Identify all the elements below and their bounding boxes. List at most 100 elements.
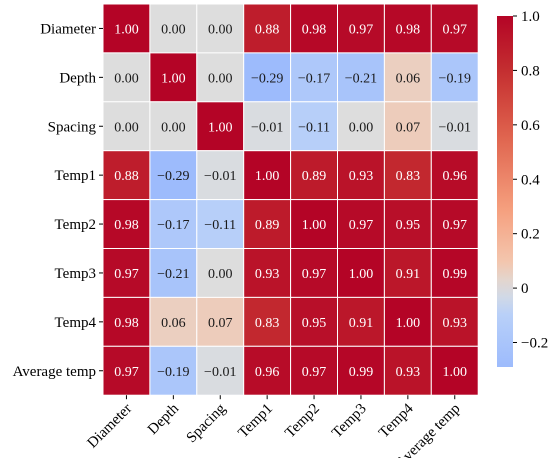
- cell-value-label: 1.00: [349, 267, 374, 282]
- cell-value-label: 0.95: [396, 218, 421, 233]
- x-tick-labels: Diameter Depth Spacing Temp1 Temp2 Temp3 Temp4…: [84, 395, 464, 458]
- heatmap-cell-r6-c7: [430, 296, 479, 347]
- cell-value-label: 0.97: [114, 267, 139, 282]
- heatmap-cell-r1-c7: [430, 52, 479, 103]
- colorbar-tick-label: −0.2: [521, 336, 548, 352]
- cell-value-label: 1.00: [302, 218, 327, 233]
- y-tick-label-temp1: Temp1: [55, 168, 96, 184]
- cell-value-label: −0.11: [204, 218, 236, 233]
- cell-value-label: −0.01: [204, 365, 236, 380]
- colorbar-gradient: [497, 16, 513, 367]
- cell-value-label: 0.98: [114, 316, 139, 331]
- cell-value-label: 0.91: [349, 316, 374, 331]
- heatmap-cell-r2-c4: [290, 101, 339, 152]
- cell-value-label: 0.97: [114, 365, 139, 380]
- cell-value-label: 0.07: [396, 120, 421, 135]
- cell-value-label: −0.29: [157, 169, 189, 184]
- heatmap-cell-r2-c1: [149, 101, 198, 152]
- heatmap-cell-r7-c5: [337, 345, 385, 396]
- heatmap-cell-r0-c0: [102, 3, 151, 54]
- heatmap-cell-r6-c5: [337, 296, 385, 347]
- y-tick-label-depth: Depth: [59, 70, 96, 86]
- heatmap-cell-r5-c1: [149, 248, 198, 298]
- cell-value-label: −0.01: [204, 169, 236, 184]
- x-tick-label-temp3: Temp3: [329, 401, 370, 442]
- heatmap-cells: [102, 3, 479, 396]
- heatmap-cell-r6-c6: [383, 296, 432, 347]
- cell-value-label: −0.19: [157, 365, 189, 380]
- cell-value-label: 0.99: [443, 267, 468, 282]
- cell-value-label: −0.19: [439, 71, 471, 86]
- heatmap-cell-r0-c5: [337, 3, 385, 54]
- cell-value-label: 1.00: [161, 71, 186, 86]
- heatmap-cell-r5-c5: [337, 248, 385, 298]
- heatmap-cell-r5-c6: [383, 248, 432, 298]
- cell-value-label: 0.98: [114, 218, 139, 233]
- cell-value-label: 0.00: [349, 120, 374, 135]
- cell-value-label: −0.21: [157, 267, 189, 282]
- cell-value-label: −0.01: [439, 120, 471, 135]
- y-tick-label-diameter: Diameter: [40, 21, 96, 37]
- heatmap-cell-r5-c4: [290, 248, 339, 298]
- cell-value-label: 0.95: [302, 316, 327, 331]
- cell-value-label: −0.01: [251, 120, 283, 135]
- cell-value-label: 0.99: [349, 365, 374, 380]
- cell-value-label: 0.97: [349, 218, 374, 233]
- heatmap-cell-r3-c6: [383, 150, 432, 201]
- cell-value-label: 0.83: [396, 169, 421, 184]
- cell-value-label: 0.93: [349, 169, 374, 184]
- heatmap-cell-r6-c2: [196, 296, 245, 347]
- cell-value-label: 0.00: [161, 22, 186, 37]
- cell-value-label: 0.89: [255, 218, 280, 233]
- cell-value-label: 0.00: [208, 267, 233, 282]
- heatmap-cell-r0-c7: [430, 3, 479, 54]
- heatmap-cell-r7-c2: [196, 345, 245, 396]
- cell-value-label: −0.17: [298, 71, 330, 86]
- heatmap-cell-r0-c2: [196, 3, 245, 54]
- heatmap-cell-r1-c1: [149, 52, 198, 103]
- x-tick-label-temp2: Temp2: [282, 401, 323, 442]
- heatmap-cell-r1-c5: [337, 52, 385, 103]
- colorbar-tick-label: 0: [521, 281, 529, 297]
- x-tick-label-spacing: Spacing: [184, 400, 230, 446]
- cell-value-label: 0.97: [302, 365, 327, 380]
- heatmap-cell-r2-c6: [383, 101, 432, 152]
- heatmap-cell-r2-c2: [196, 101, 245, 152]
- y-tick-label-average-temp: Average temp: [13, 364, 96, 380]
- colorbar: −0.2 0 0.2 0.4 0.6 0.8 1.0: [497, 9, 548, 367]
- x-tick-label-temp4: Temp4: [376, 400, 417, 441]
- cell-value-label: 0.06: [396, 71, 421, 86]
- heatmap-cell-r4-c7: [430, 199, 479, 250]
- cell-value-label: 0.88: [255, 22, 280, 37]
- x-tick-label-depth: Depth: [145, 400, 183, 438]
- cell-value-label: 0.88: [114, 169, 139, 184]
- heatmap-cell-r1-c3: [243, 52, 292, 103]
- colorbar-tick-label: 0.4: [521, 172, 540, 188]
- y-tick-labels: Diameter Depth Spacing Temp1 Temp2 Temp3 Temp4…: [13, 21, 103, 380]
- cell-value-label: 0.93: [443, 316, 468, 331]
- heatmap-cell-r6-c4: [290, 296, 339, 347]
- cell-value-label: 0.98: [396, 22, 421, 37]
- cell-value-label: 0.98: [302, 22, 327, 37]
- y-tick-label-temp2: Temp2: [55, 217, 96, 233]
- colorbar-tick-label: 0.8: [521, 63, 540, 79]
- heatmap-cell-r2-c5: [337, 101, 385, 152]
- cell-value-label: 0.97: [443, 218, 468, 233]
- heatmap-cell-r3-c4: [290, 150, 339, 201]
- cell-value-label: 0.06: [161, 316, 186, 331]
- cell-value-label: 0.93: [396, 365, 421, 380]
- cell-value-label: 0.91: [396, 267, 421, 282]
- heatmap-cell-r2-c3: [243, 101, 292, 152]
- heatmap-cell-r4-c3: [243, 199, 292, 250]
- x-tick-label-diameter: Diameter: [84, 401, 135, 452]
- cell-value-label: 1.00: [443, 365, 468, 380]
- colorbar-tick-label: 0.6: [521, 118, 540, 134]
- cell-value-label: 1.00: [208, 120, 233, 135]
- y-tick-label-temp4: Temp4: [55, 315, 97, 331]
- cell-value-label: −0.29: [251, 71, 283, 86]
- cell-value-label: 0.07: [208, 316, 233, 331]
- cell-value-label: 0.00: [114, 71, 139, 86]
- heatmap-cell-r3-c2: [196, 150, 245, 201]
- heatmap-cell-r7-c4: [290, 345, 339, 396]
